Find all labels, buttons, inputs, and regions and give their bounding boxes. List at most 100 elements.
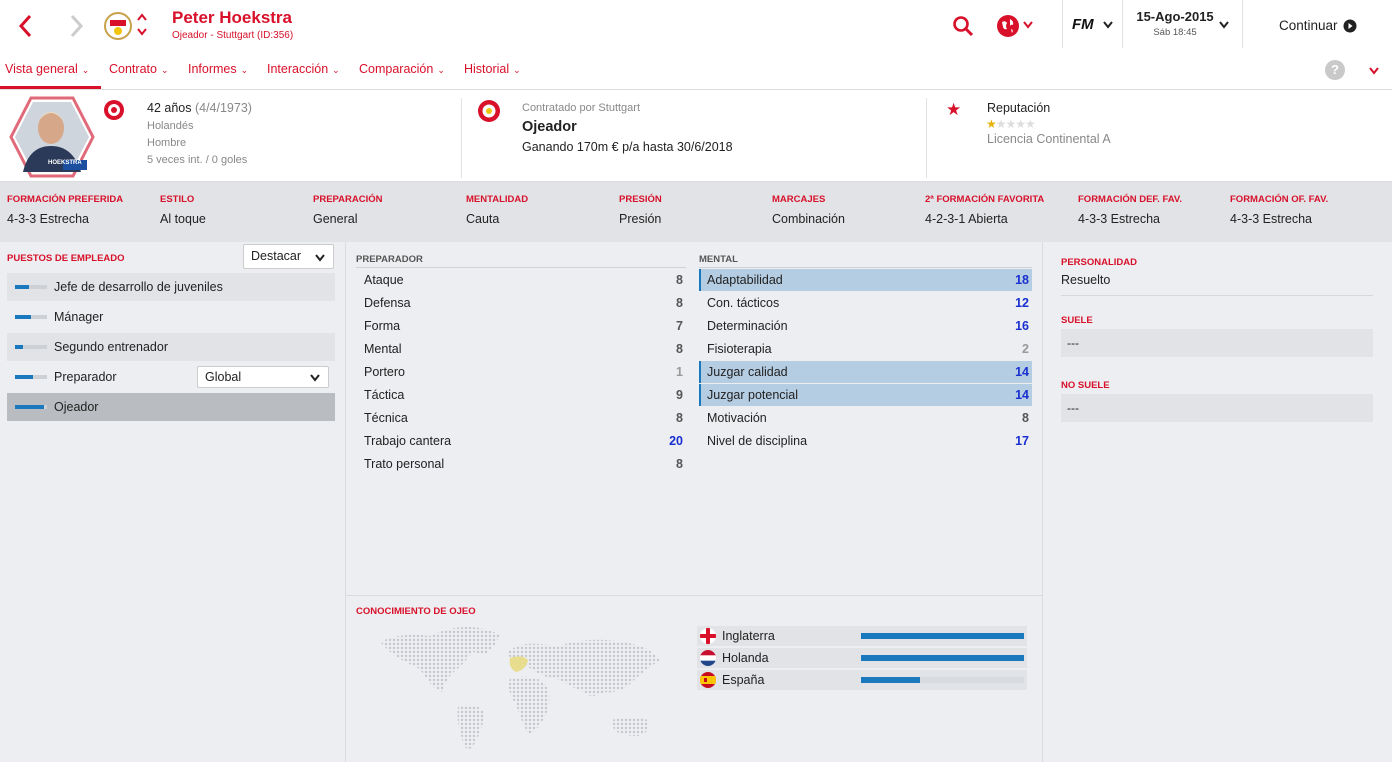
role-level-bar [15, 375, 47, 379]
attribute-label: Defensa [364, 296, 411, 310]
continue-button[interactable]: Continuar [1279, 18, 1338, 33]
back-arrow-icon[interactable] [18, 14, 34, 38]
select-value: Global [205, 370, 242, 384]
down-chevron-icon[interactable] [136, 27, 148, 37]
page-subtitle[interactable]: Ojeador - Stuttgart (ID:356) [172, 30, 294, 41]
attribute-value: 14 [1015, 388, 1029, 402]
attribute-label: Trato personal [364, 457, 445, 471]
attribute-label: Con. tácticos [707, 296, 780, 310]
play-circle-icon[interactable] [1343, 19, 1357, 33]
attribute-value: 8 [676, 342, 683, 356]
role-row[interactable]: Segundo entrenador [7, 333, 335, 361]
roles-title: PUESTOS DE EMPLEADO [7, 253, 125, 264]
stat-label: FORMACIÓN PREFERIDA [7, 194, 124, 205]
stat-label: MARCAJES [772, 194, 826, 205]
tab-interaccion[interactable]: Interacción ⌄ [267, 62, 340, 76]
preparador-select[interactable]: Global [197, 366, 329, 388]
current-date[interactable]: 15-Ago-2015 [1136, 9, 1214, 24]
up-chevron-icon[interactable] [136, 12, 148, 22]
netherlands-flag-icon [700, 650, 716, 666]
reputation-label: Reputación [987, 101, 1051, 115]
attribute-row: Motivación 8 [699, 407, 1032, 429]
role-row[interactable]: Jefe de desarrollo de juveniles [7, 273, 335, 301]
attribute-label: Mental [364, 342, 402, 356]
tab-historial[interactable]: Historial ⌄ [464, 62, 521, 76]
help-icon[interactable]: ? [1325, 60, 1345, 80]
attribute-row: Técnica 8 [356, 407, 686, 429]
player-photo [9, 96, 95, 178]
chevron-down-icon: ⌄ [81, 65, 90, 75]
chevron-down-icon: ⌄ [332, 65, 340, 75]
divider [346, 595, 1042, 596]
attribute-row: Portero 1 [356, 361, 686, 383]
knowledge-level-bar [861, 633, 1024, 639]
attribute-row: Forma 7 [356, 315, 686, 337]
likes-title: SUELE [1061, 315, 1093, 326]
world-map [380, 627, 660, 749]
chevron-down-icon[interactable] [1218, 20, 1230, 30]
chevron-down-icon[interactable] [1102, 20, 1114, 30]
club-crest-icon[interactable] [103, 11, 133, 41]
globe-icon[interactable] [996, 14, 1020, 38]
divider [1042, 242, 1043, 762]
current-time: Sáb 18:45 [1153, 27, 1197, 38]
stat-value: 4-3-3 Estrecha [1230, 212, 1312, 226]
country-name: Inglaterra [722, 629, 775, 643]
divider [345, 242, 346, 762]
role-level-bar [15, 405, 47, 409]
page-title: Peter Hoekstra [172, 8, 293, 27]
divider [1061, 295, 1373, 296]
chevron-down-icon: ⌄ [437, 65, 445, 75]
role-level-bar [15, 315, 47, 319]
attribute-value: 20 [669, 434, 683, 448]
chevron-down-icon[interactable] [1022, 20, 1034, 30]
tab-comparacion[interactable]: Comparación ⌄ [359, 62, 445, 76]
caps: 5 veces int. / 0 goles [147, 154, 248, 166]
contracted-by: Contratado por Stuttgart [522, 102, 641, 114]
tab-contrato[interactable]: Contrato ⌄ [109, 62, 169, 76]
attribute-row: Trabajo cantera 20 [356, 430, 686, 452]
attribute-row: Juzgar potencial 14 [699, 384, 1032, 406]
role-label: Jefe de desarrollo de juveniles [54, 280, 223, 294]
divider [461, 98, 462, 178]
nationality: Holandés [147, 120, 194, 132]
knowledge-level-bar [861, 677, 1024, 683]
club-badge-icon [478, 100, 500, 122]
divider [699, 267, 1032, 268]
attribute-label: Forma [364, 319, 401, 333]
attribute-label: Trabajo cantera [364, 434, 452, 448]
divider [1122, 0, 1123, 48]
stat-label: FORMACIÓN OF. FAV. [1230, 194, 1329, 205]
knowledge-level-bar [861, 655, 1024, 661]
mental-title: MENTAL [699, 254, 738, 265]
chevron-down-icon[interactable] [1368, 66, 1380, 76]
stat-value: Al toque [160, 212, 206, 226]
attribute-label: Técnica [364, 411, 408, 425]
role-row[interactable]: Mánager [7, 303, 335, 331]
stat-label: 2ª FORMACIÓN FAVORITA [925, 194, 1045, 205]
attribute-value: 16 [1015, 319, 1029, 333]
dropdown-value: Destacar [251, 249, 302, 263]
role-row-selected[interactable]: Ojeador [7, 393, 335, 421]
chevron-down-icon: ⌄ [240, 65, 249, 75]
tab-vista-general[interactable]: Vista general ⌄ [5, 62, 89, 76]
attribute-value: 8 [676, 296, 683, 310]
spain-flag-icon [700, 672, 716, 688]
role-label: Ojeador [54, 400, 99, 414]
attribute-value: 14 [1015, 365, 1029, 379]
highlight-dropdown[interactable]: Destacar [243, 244, 334, 269]
attribute-row: Nivel de disciplina 17 [699, 430, 1032, 452]
reputation-stars: ★★★★★ [986, 117, 1036, 131]
role-label: Preparador [54, 370, 117, 384]
search-icon[interactable] [952, 15, 974, 37]
stat-label: ESTILO [160, 194, 195, 205]
attribute-label: Adaptabilidad [707, 273, 783, 287]
country-row: Inglaterra [697, 626, 1027, 646]
age-value: 42 años [147, 101, 192, 115]
knowledge-title: CONOCIMIENTO DE OJEO [356, 606, 476, 617]
tab-informes[interactable]: Informes ⌄ [188, 62, 248, 76]
role-row[interactable]: Preparador [7, 363, 335, 391]
forward-arrow-icon[interactable] [68, 14, 84, 38]
fm-logo[interactable]: FM [1072, 16, 1094, 33]
attribute-row: Ataque 8 [356, 269, 686, 291]
